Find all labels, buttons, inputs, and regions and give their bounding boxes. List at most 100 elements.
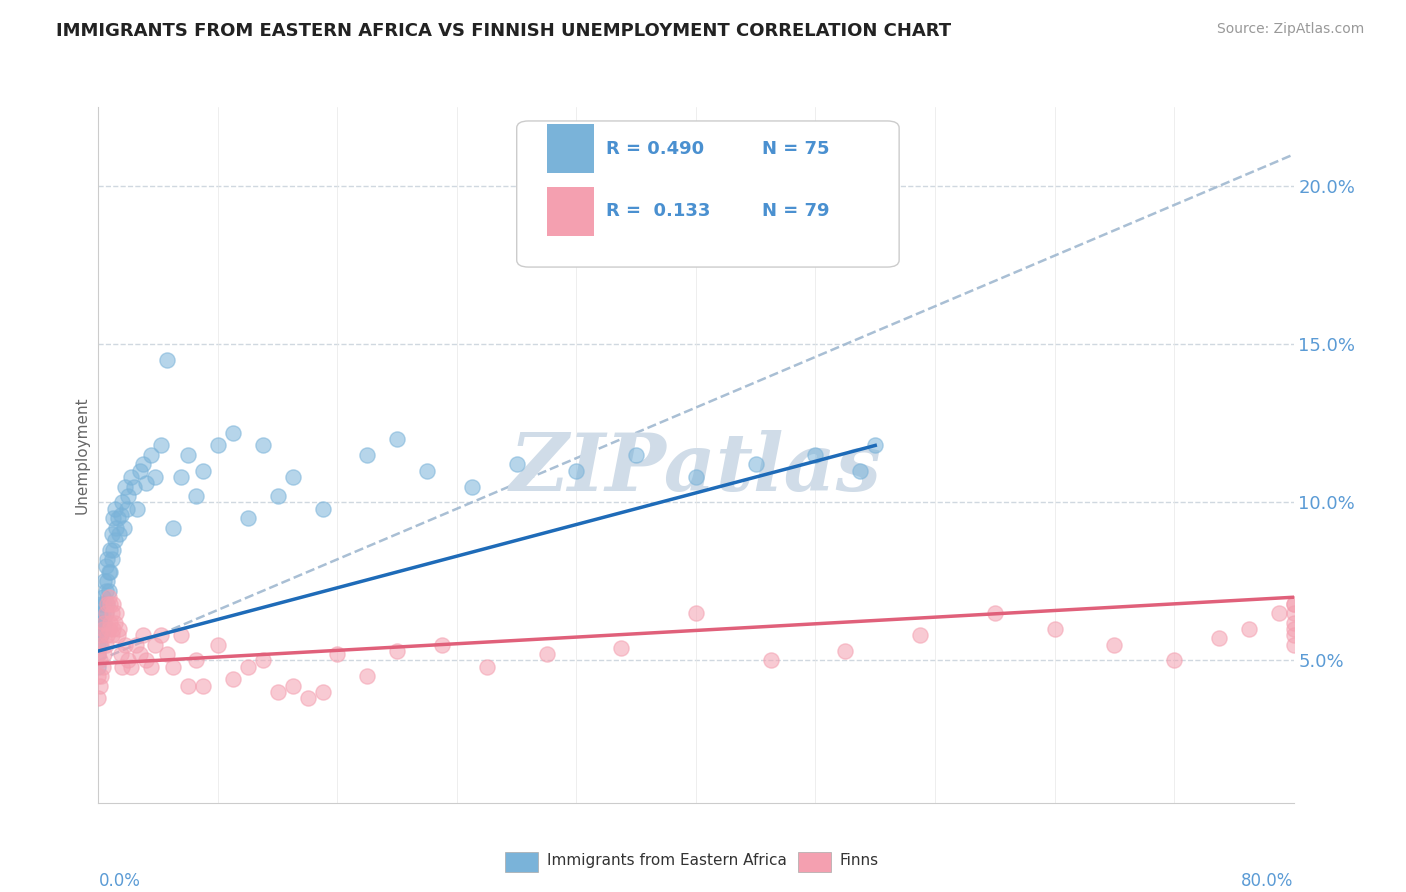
Point [97, 591, 120, 605]
Point [96, 552, 118, 566]
Text: R =  0.133: R = 0.133 [606, 202, 710, 220]
Point [129, 647, 152, 661]
Point [87, 647, 110, 661]
Point [536, 647, 558, 661]
Point [111, 495, 134, 509]
Text: N = 75: N = 75 [762, 140, 830, 158]
Point [685, 470, 707, 484]
Y-axis label: Unemployment: Unemployment [75, 396, 90, 514]
Text: IMMIGRANTS FROM EASTERN AFRICA VS FINNISH UNEMPLOYMENT CORRELATION CHART: IMMIGRANTS FROM EASTERN AFRICA VS FINNIS… [56, 22, 952, 40]
Point [461, 479, 484, 493]
Point [1282, 615, 1305, 630]
Point [97, 583, 120, 598]
Point [1282, 606, 1305, 620]
Point [97, 565, 120, 579]
Point [101, 552, 124, 566]
Point [96, 628, 118, 642]
Point [1282, 622, 1305, 636]
Point [103, 511, 125, 525]
Point [1163, 653, 1185, 667]
Point [89, 638, 111, 652]
Point [162, 660, 184, 674]
Text: 0.0%: 0.0% [98, 872, 141, 890]
Point [114, 638, 136, 652]
Point [252, 438, 274, 452]
Point [326, 647, 349, 661]
Point [169, 628, 191, 642]
Point [222, 425, 245, 440]
Point [103, 542, 125, 557]
Point [94, 638, 117, 652]
Point [90, 628, 112, 642]
Point [117, 489, 139, 503]
Point [385, 644, 409, 658]
Point [252, 653, 274, 667]
Point [87, 669, 110, 683]
Point [94, 606, 117, 620]
Point [93, 615, 115, 630]
Point [110, 647, 132, 661]
Point [297, 691, 319, 706]
Point [207, 438, 229, 452]
Point [624, 448, 647, 462]
Point [143, 470, 166, 484]
Bar [505, 852, 538, 872]
Point [105, 606, 128, 620]
Point [91, 606, 114, 620]
Point [139, 660, 162, 674]
Point [565, 464, 588, 478]
Point [103, 597, 125, 611]
Point [108, 527, 131, 541]
Point [90, 669, 112, 683]
Point [132, 458, 155, 472]
Point [430, 638, 453, 652]
Point [93, 647, 115, 661]
Point [89, 628, 111, 642]
Point [177, 679, 200, 693]
Text: Source: ZipAtlas.com: Source: ZipAtlas.com [1216, 22, 1364, 37]
Point [311, 501, 333, 516]
Point [1282, 628, 1305, 642]
Point [1282, 597, 1305, 611]
Point [745, 458, 768, 472]
Point [908, 628, 931, 642]
Point [129, 464, 152, 478]
Point [156, 353, 179, 368]
Point [865, 438, 887, 452]
Point [150, 438, 173, 452]
Point [110, 508, 132, 522]
Point [475, 660, 498, 674]
Point [983, 606, 1005, 620]
Point [184, 653, 207, 667]
Point [311, 685, 333, 699]
Point [385, 432, 409, 446]
Point [90, 615, 112, 630]
Point [89, 653, 111, 667]
Point [101, 628, 124, 642]
Point [107, 628, 129, 642]
Point [1282, 597, 1305, 611]
Point [177, 448, 200, 462]
Point [91, 591, 114, 605]
FancyBboxPatch shape [547, 124, 595, 173]
Point [93, 597, 115, 611]
Point [143, 638, 166, 652]
Text: 80.0%: 80.0% [1241, 872, 1294, 890]
Point [96, 574, 118, 589]
Point [104, 615, 127, 630]
Point [105, 521, 128, 535]
Point [87, 647, 110, 661]
Bar [797, 852, 831, 872]
Point [112, 521, 135, 535]
Point [135, 653, 157, 667]
Point [98, 542, 122, 557]
Point [104, 533, 127, 548]
Point [120, 660, 142, 674]
Point [111, 660, 134, 674]
Point [127, 501, 149, 516]
Point [1208, 632, 1230, 646]
FancyBboxPatch shape [517, 121, 900, 267]
Point [98, 597, 122, 611]
Point [87, 638, 110, 652]
Point [162, 521, 184, 535]
